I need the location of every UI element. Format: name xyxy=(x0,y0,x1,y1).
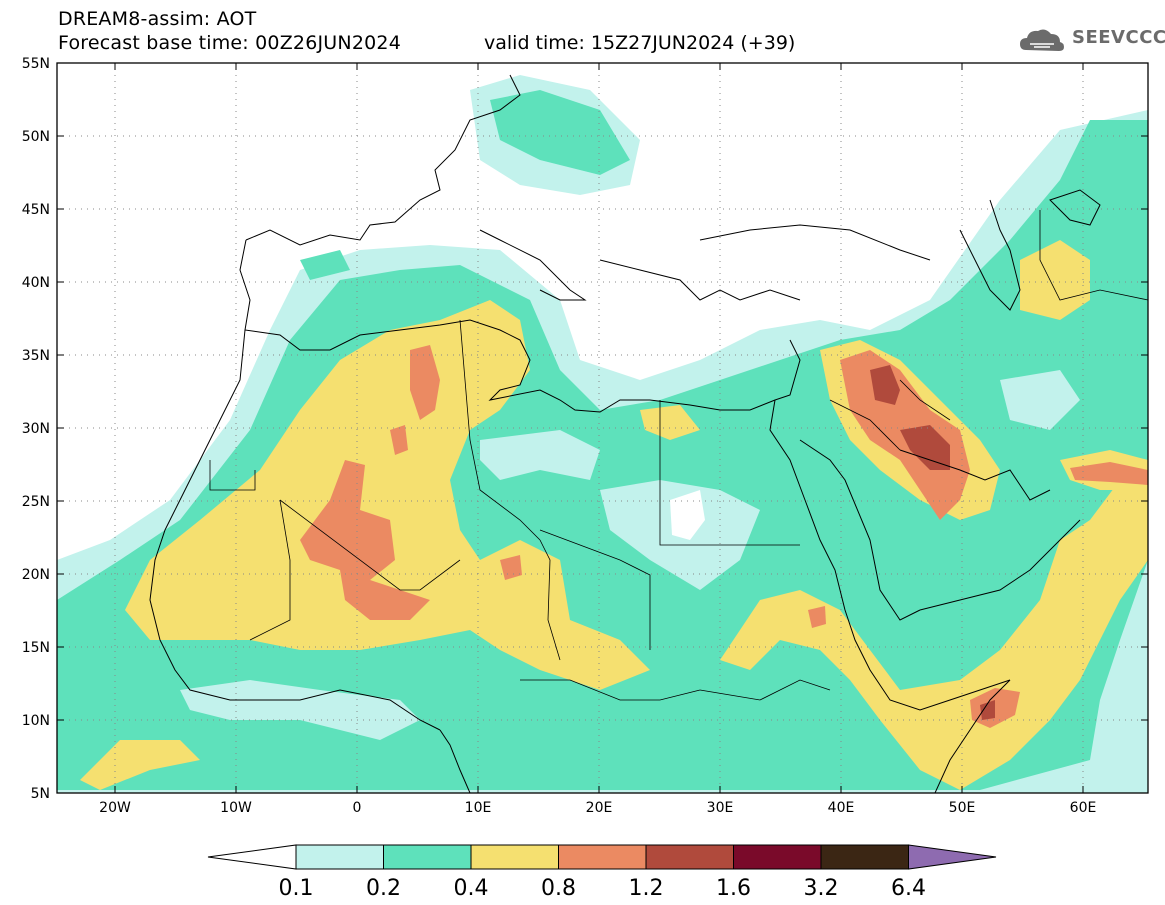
lat-label: 25N xyxy=(22,494,50,510)
aot-field xyxy=(57,63,1148,793)
colorbar-swatch xyxy=(295,844,384,870)
colorbar-swatch xyxy=(470,844,559,870)
lon-label: 20E xyxy=(586,800,613,816)
lat-label: 15N xyxy=(22,640,50,656)
colorbar xyxy=(207,844,997,870)
aot-holes-0-1 xyxy=(180,370,1080,740)
lat-label: 30N xyxy=(22,421,50,437)
aot-level-1-2 xyxy=(870,365,995,720)
lat-label: 10N xyxy=(22,713,50,729)
map-title: DREAM8-assim: AOT xyxy=(58,8,257,30)
colorbar-over-triangle xyxy=(908,844,997,870)
lon-label: 0 xyxy=(353,800,362,816)
colorbar-labels: 0.1 0.2 0.4 0.8 1.2 1.6 3.2 6.4 xyxy=(279,876,927,901)
aot-clear-patch xyxy=(670,490,705,540)
lat-label: 50N xyxy=(22,129,50,145)
colorbar-label: 1.6 xyxy=(716,876,751,901)
colorbar-label: 0.2 xyxy=(366,876,401,901)
colorbar-swatch xyxy=(733,844,822,870)
lat-label: 40N xyxy=(22,275,50,291)
colorbar-label: 1.2 xyxy=(629,876,664,901)
lat-label: 55N xyxy=(22,56,50,72)
colorbar-label: 0.8 xyxy=(541,876,576,901)
valid-time: valid time: 15Z27JUN2024 (+39) xyxy=(484,32,796,54)
coastlines xyxy=(149,74,1101,793)
colorbar-label: 0.4 xyxy=(454,876,489,901)
lat-label: 5N xyxy=(31,786,50,802)
lon-labels: 20W 10W 0 10E 20E 30E 40E 50E 60E xyxy=(99,800,1096,816)
colorbar-swatch xyxy=(383,844,472,870)
colorbar-swatch xyxy=(558,844,647,870)
lon-label: 10E xyxy=(465,800,492,816)
lon-label: 60E xyxy=(1070,800,1097,816)
lat-label: 20N xyxy=(22,567,50,583)
colorbar-swatch xyxy=(820,844,909,870)
lon-label: 50E xyxy=(949,800,976,816)
colorbar-label: 3.2 xyxy=(804,876,839,901)
colorbar-label: 0.1 xyxy=(279,876,314,901)
colorbar-label: 6.4 xyxy=(891,876,926,901)
lat-labels: 55N 50N 45N 40N 35N 30N 25N 20N 15N 10N … xyxy=(22,56,50,802)
logo-text: SEEVCCC xyxy=(1072,27,1165,48)
lon-tick-marks xyxy=(114,63,1084,793)
forecast-base-time: Forecast base time: 00Z26JUN2024 xyxy=(58,32,401,54)
cloud-logo-icon xyxy=(1020,29,1064,51)
colorbar-swatch xyxy=(645,844,734,870)
lat-tick-marks xyxy=(57,62,1148,794)
lon-label: 10W xyxy=(220,800,252,816)
lat-label: 45N xyxy=(22,202,50,218)
lon-label: 30E xyxy=(707,800,734,816)
borders xyxy=(209,210,1148,701)
colorbar-under-triangle xyxy=(207,844,297,870)
lon-label: 20W xyxy=(99,800,131,816)
lat-label: 35N xyxy=(22,348,50,364)
lon-label: 40E xyxy=(828,800,855,816)
